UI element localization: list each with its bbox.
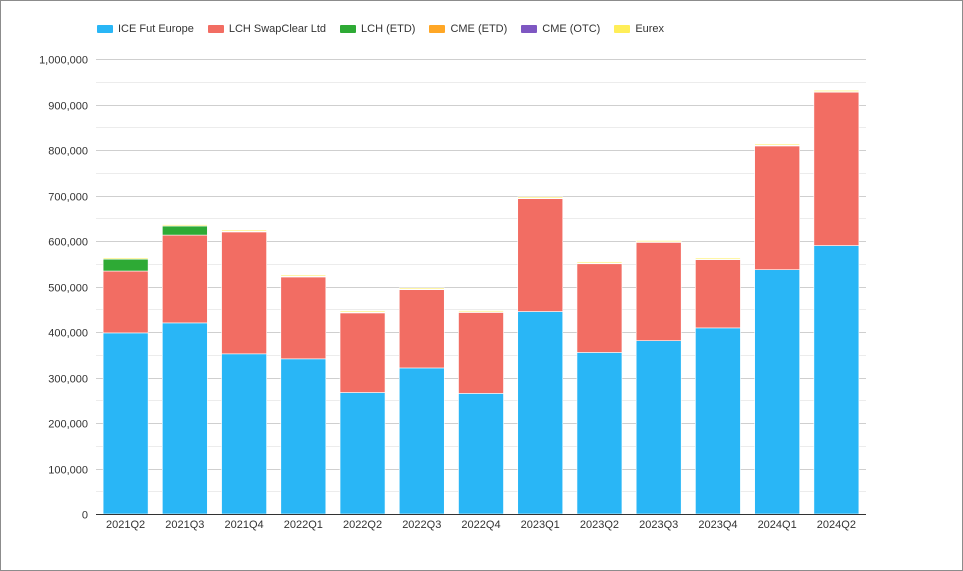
bar-lch-swapclear-ltd-2023q2[interactable]: [576, 263, 623, 353]
x-tick-label: 2021Q4: [224, 519, 263, 531]
x-tick-label: 2023Q1: [521, 519, 560, 531]
bar-ice-fut-europe-2023q2[interactable]: [576, 352, 623, 515]
legend-label: ICE Fut Europe: [118, 23, 194, 35]
y-tick-label: 0: [82, 510, 88, 522]
bar-eurex-2021q4[interactable]: [221, 229, 267, 232]
y-tick-label: 100,000: [48, 465, 88, 477]
bar-lch-swapclear-ltd-2022q4[interactable]: [458, 312, 504, 394]
y-tick-label: 400,000: [48, 328, 88, 340]
bar-eurex-2023q4[interactable]: [695, 257, 741, 260]
y-tick-label: 700,000: [48, 192, 88, 204]
bar-ice-fut-europe-2023q1[interactable]: [517, 311, 564, 515]
bar-lch-swapclear-ltd-2024q1[interactable]: [754, 145, 800, 270]
bar-lch-etd-2021q3[interactable]: [162, 225, 208, 236]
bar-eurex-2024q2[interactable]: [813, 90, 860, 92]
y-tick-label: 1,000,000: [39, 55, 88, 67]
bar-eurex-2023q1[interactable]: [517, 196, 564, 199]
bar-lch-swapclear-ltd-2023q4[interactable]: [695, 259, 741, 329]
bar-lch-swapclear-ltd-2022q2[interactable]: [339, 312, 386, 393]
x-tick-label: 2024Q2: [817, 519, 856, 531]
bar-eurex-2022q3[interactable]: [398, 287, 445, 290]
bar-lch-swapclear-ltd-2021q4[interactable]: [221, 231, 267, 355]
y-tick-label: 800,000: [48, 146, 88, 158]
bar-eurex-2023q3[interactable]: [635, 240, 682, 242]
chart-legend: ICE Fut Europe LCH SwapClear Ltd LCH (ETD)…: [97, 23, 678, 35]
legend-label: LCH SwapClear Ltd: [228, 23, 327, 35]
y-tick-label: 200,000: [48, 419, 88, 431]
bar-eurex-2022q2[interactable]: [339, 310, 386, 313]
bar-lch-swapclear-ltd-2021q2[interactable]: [102, 270, 149, 334]
bar-ice-fut-europe-2024q2[interactable]: [813, 245, 860, 515]
legend-label: Eurex: [635, 23, 665, 35]
bar-lch-swapclear-ltd-2024q2[interactable]: [813, 91, 860, 246]
x-tick-label: 2023Q4: [698, 519, 737, 531]
legend-label: CME (ETD): [450, 23, 508, 35]
legend-item-lch-etd[interactable]: LCH (ETD): [340, 23, 415, 35]
bar-ice-fut-europe-2021q3[interactable]: [162, 322, 208, 515]
legend-item-ice-fut-europe[interactable]: ICE Fut Europe: [97, 23, 194, 35]
bar-ice-fut-europe-2022q1[interactable]: [280, 358, 327, 515]
bar-lch-swapclear-ltd-2021q3[interactable]: [162, 234, 208, 324]
bar-eurex-2022q4[interactable]: [458, 310, 504, 313]
bar-ice-fut-europe-2021q4[interactable]: [221, 353, 267, 515]
bar-eurex-2022q1[interactable]: [280, 274, 327, 277]
bar-eurex-2024q1[interactable]: [754, 143, 800, 146]
bar-ice-fut-europe-2022q2[interactable]: [339, 392, 386, 515]
bar-ice-fut-europe-2022q4[interactable]: [458, 393, 504, 515]
bar-ice-fut-europe-2023q3[interactable]: [635, 340, 682, 515]
bar-lch-etd-2021q2[interactable]: [102, 258, 149, 272]
legend-item-lch-swapclear-ltd[interactable]: LCH SwapClear Ltd: [207, 23, 327, 35]
bar-lch-swapclear-ltd-2022q3[interactable]: [398, 289, 445, 369]
y-tick-label: 300,000: [48, 374, 88, 386]
x-tick-label: 2023Q2: [580, 519, 619, 531]
y-tick-label: 900,000: [48, 101, 88, 113]
bar-ice-fut-europe-2023q4[interactable]: [695, 327, 741, 515]
legend-label: CME (OTC): [542, 23, 601, 35]
bar-ice-fut-europe-2024q1[interactable]: [754, 269, 800, 515]
legend-swatch: [340, 25, 357, 33]
y-tick-label: 600,000: [48, 237, 88, 249]
bar-ice-fut-europe-2021q2[interactable]: [102, 332, 149, 515]
bar-eurex-2023q2[interactable]: [576, 261, 623, 264]
bar-lch-swapclear-ltd-2023q3[interactable]: [635, 242, 682, 341]
legend-item-cme-etd[interactable]: CME (ETD): [429, 23, 507, 35]
legend-swatch: [97, 25, 113, 33]
x-tick-label: 2022Q1: [284, 519, 323, 531]
legend-swatch: [614, 25, 631, 33]
x-tick-label: 2022Q3: [402, 519, 441, 531]
x-tick-label: 2022Q4: [461, 519, 500, 531]
legend-label: LCH (ETD): [361, 23, 416, 35]
bar-lch-swapclear-ltd-2022q1[interactable]: [280, 276, 327, 360]
x-tick-label: 2024Q1: [758, 519, 797, 531]
legend-swatch: [521, 25, 538, 33]
legend-item-eurex[interactable]: Eurex: [614, 23, 664, 35]
legend-item-cme-otc[interactable]: CME (OTC): [521, 23, 600, 35]
y-tick-label: 500,000: [48, 283, 88, 295]
bar-ice-fut-europe-2022q3[interactable]: [398, 367, 445, 515]
legend-swatch: [429, 25, 446, 33]
bar-eurex-2021q2[interactable]: [102, 257, 149, 260]
bar-eurex-2021q3[interactable]: [162, 224, 208, 227]
bar-lch-swapclear-ltd-2023q1[interactable]: [517, 198, 564, 312]
x-tick-label: 2022Q2: [343, 519, 382, 531]
legend-swatch: [207, 25, 224, 33]
x-tick-label: 2021Q2: [106, 519, 145, 531]
x-tick-label: 2023Q3: [639, 519, 678, 531]
x-tick-label: 2021Q3: [165, 519, 204, 531]
